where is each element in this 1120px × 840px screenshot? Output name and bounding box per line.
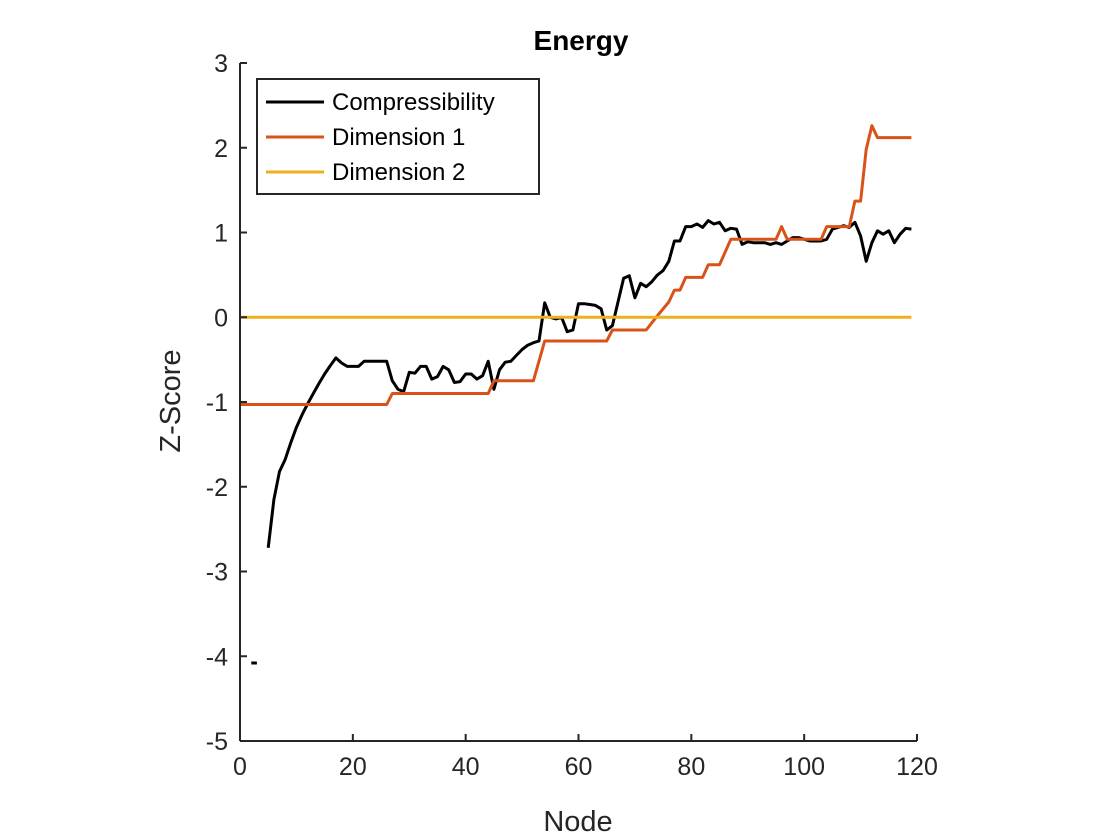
chart-title: Energy <box>534 25 629 56</box>
x-tick-label: 40 <box>452 753 480 781</box>
x-tick-label: 60 <box>565 753 593 781</box>
x-axis-title: Node <box>543 806 612 838</box>
x-tick-label: 20 <box>339 753 367 781</box>
axes: 0 20 40 60 80 100 120 -5 -4 -3 -2 -1 0 1 2 3 <box>206 50 938 781</box>
plot-series <box>240 124 912 665</box>
y-tick-label: -2 <box>206 474 228 502</box>
y-tick-label: -3 <box>206 559 228 587</box>
x-tick-label: 0 <box>233 753 247 781</box>
y-tick-label: 3 <box>214 50 228 78</box>
y-axis-title: Z-Score <box>155 349 187 452</box>
y-tick-label: 0 <box>214 304 228 332</box>
legend-label-1: Compressibility <box>332 89 495 116</box>
series-2-line-segment-1 <box>240 124 912 406</box>
series-2 <box>240 124 912 406</box>
y-tick-label: -5 <box>206 728 228 756</box>
y-tick-label: -4 <box>206 643 228 671</box>
y-tick-label: 1 <box>214 220 228 248</box>
legend-label-3: Dimension 2 <box>332 159 465 186</box>
legend: Compressibility Dimension 1 Dimension 2 <box>256 78 540 195</box>
legend-label-2: Dimension 1 <box>332 124 465 151</box>
x-tick-label: 120 <box>896 753 938 781</box>
y-tick-label: -1 <box>206 389 228 417</box>
y-tick-label: 2 <box>214 135 228 163</box>
x-tick-label: 80 <box>677 753 705 781</box>
x-tick-label: 100 <box>783 753 825 781</box>
